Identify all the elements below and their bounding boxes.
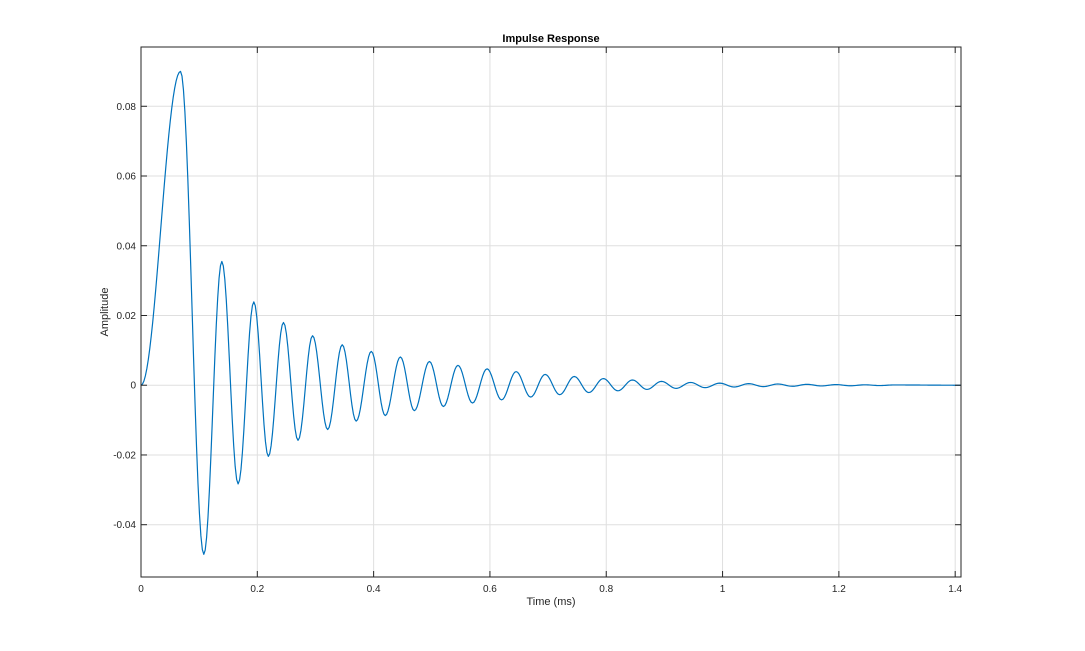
y-tick-label: 0.02 [117, 311, 137, 322]
tick-marks [140, 47, 961, 577]
y-tick-label: -0.04 [113, 520, 136, 531]
plot-area [141, 47, 961, 577]
y-tick-label: 0.08 [117, 102, 137, 113]
x-tick-label: 0 [138, 584, 144, 595]
x-tick-label: 0.6 [483, 584, 497, 595]
x-tick-labels: 0 0.2 0.4 0.6 0.8 1 1.2 1.4 [138, 584, 962, 595]
y-tick-label: -0.02 [113, 450, 136, 461]
y-tick-labels: -0.04 -0.02 0 0.02 0.04 0.06 0.08 [113, 102, 136, 531]
x-tick-label: 1.2 [832, 584, 846, 595]
x-axis-label: Time (ms) [526, 596, 575, 608]
x-tick-label: 0.4 [367, 584, 381, 595]
x-tick-label: 1 [720, 584, 726, 595]
x-tick-label: 0.8 [599, 584, 613, 595]
plot-frame [140, 46, 962, 578]
impulse-response-line [140, 70, 961, 555]
series-layer [140, 70, 961, 555]
chart-title: Impulse Response [502, 33, 599, 45]
y-tick-label: 0.04 [117, 241, 137, 252]
y-tick-label: 0 [130, 381, 136, 392]
y-tick-label: 0.06 [117, 172, 137, 183]
y-axis-label: Amplitude [99, 288, 111, 337]
x-tick-label: 1.4 [948, 584, 962, 595]
x-tick-label: 0.2 [250, 584, 264, 595]
